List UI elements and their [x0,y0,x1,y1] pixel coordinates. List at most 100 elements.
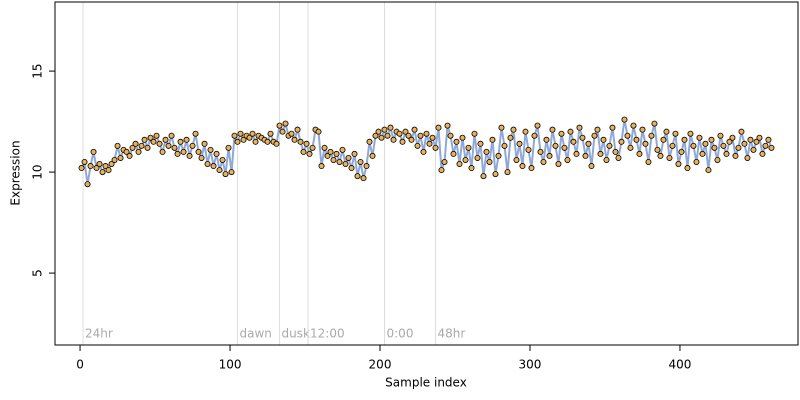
point [432,144,439,151]
point [150,138,157,145]
point [195,148,202,155]
point [201,140,208,147]
point [171,144,178,151]
point [87,163,94,170]
point [297,138,304,145]
point [315,128,322,135]
point [360,175,367,182]
x-axis-label: Sample index [385,376,467,390]
point [240,136,247,143]
y-axis-label: Expression [9,140,23,205]
point [441,158,448,165]
point [729,134,736,141]
point [483,148,490,155]
point [372,132,379,139]
point [144,144,151,151]
point [546,152,553,159]
point [306,150,313,157]
point [153,132,160,139]
point [750,146,757,153]
point [453,138,460,145]
point [519,163,526,170]
point [231,132,238,139]
point [672,130,679,137]
y-tick-label: 5 [31,269,45,277]
point [588,163,595,170]
point [744,154,751,161]
point [333,150,340,157]
point [618,138,625,145]
point [732,152,739,159]
x-tick-label: 200 [369,358,392,372]
point [480,173,487,180]
point [525,146,532,153]
point [249,130,256,137]
point [465,144,472,151]
point [342,161,349,168]
point [252,138,259,145]
point [366,138,373,145]
point [684,165,691,172]
point [348,165,355,172]
point [741,140,748,147]
point [294,126,301,133]
point [657,152,664,159]
x-tick-label: 400 [669,358,692,372]
point [108,161,115,168]
point [357,158,364,165]
point [282,120,289,127]
point [636,150,643,157]
point [102,163,109,170]
point [390,136,397,143]
point [363,163,370,170]
point [204,161,211,168]
point [369,152,376,159]
point [702,140,709,147]
point [606,142,613,149]
point [567,128,574,135]
point [651,120,658,127]
point [633,136,640,143]
point [192,130,199,137]
point [600,136,607,143]
point [645,158,652,165]
point [138,142,145,149]
point [612,148,619,155]
point [648,132,655,139]
point [474,154,481,161]
point [78,165,85,172]
point [444,122,451,129]
point [540,158,547,165]
point [237,130,244,137]
point [417,132,424,139]
point [705,167,712,174]
point [321,144,328,151]
point [168,132,175,139]
point [405,132,412,139]
point [291,136,298,143]
point [411,126,418,133]
point [489,136,496,143]
point [768,144,775,151]
point [534,122,541,129]
point [276,122,283,129]
point [570,138,577,145]
point [561,144,568,151]
point [450,150,457,157]
point [222,171,229,178]
point [642,140,649,147]
point [183,136,190,143]
point [174,150,181,157]
point [420,148,427,155]
point [720,142,727,149]
plot-box [54,1,799,346]
point [396,130,403,137]
point [573,150,580,157]
point [234,138,241,145]
point [339,146,346,153]
point [264,138,271,145]
point [726,138,733,145]
point [216,167,223,174]
point [516,140,523,147]
point [267,130,274,137]
